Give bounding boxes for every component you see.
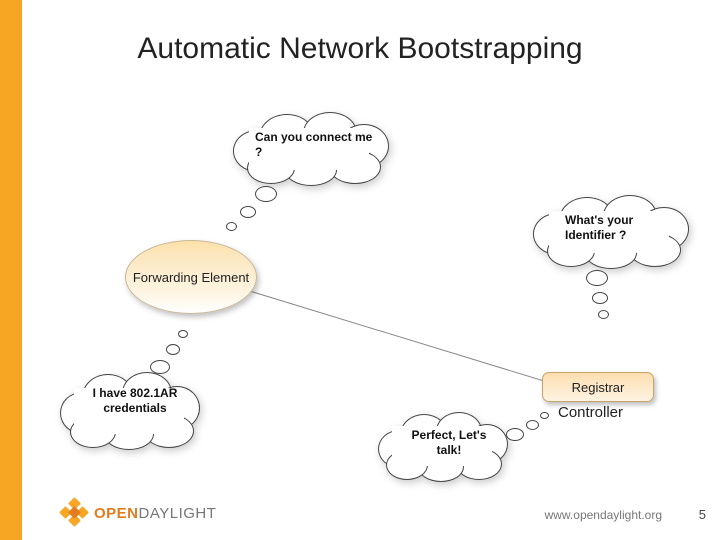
bubble-credentials-tail-1	[150, 360, 170, 374]
bubble-connect-tail-2	[240, 206, 256, 218]
bubble-connect-tail-3	[226, 222, 237, 231]
bubble-credentials-tail-2	[166, 344, 180, 355]
bubble-perfect-tail-2	[526, 420, 539, 430]
logo-mark-icon	[62, 500, 88, 526]
bubble-identifier-tail-2	[592, 292, 608, 304]
bubble-perfect-text: Perfect, Let's talk!	[410, 428, 488, 458]
connection-line	[248, 290, 562, 387]
diagram-stage: Forwarding Element Registrar Controller …	[0, 0, 720, 540]
thought-bubble-connect: Can you connect me ?	[225, 112, 393, 184]
page-number: 5	[699, 507, 706, 522]
bubble-identifier-text: What's your Identifier ?	[565, 213, 675, 243]
footer: OPENDAYLIGHT www.opendaylight.org 5	[0, 494, 720, 540]
forwarding-element-label: Forwarding Element	[133, 270, 249, 285]
footer-url: www.opendaylight.org	[545, 508, 662, 522]
logo-text-daylight: DAYLIGHT	[139, 505, 217, 522]
controller-caption: Controller	[558, 404, 623, 421]
bubble-identifier-tail-3	[598, 310, 609, 319]
thought-bubble-identifier: What's your Identifier ?	[525, 195, 693, 267]
bubble-credentials-text: I have 802.1AR credentials	[92, 386, 178, 416]
logo-text-open: OPEN	[94, 505, 139, 522]
thought-bubble-credentials: I have 802.1AR credentials	[54, 372, 204, 448]
registrar-node: Registrar	[542, 372, 654, 402]
bubble-connect-text: Can you connect me ?	[255, 130, 373, 160]
opendaylight-logo: OPENDAYLIGHT	[62, 500, 216, 526]
bubble-perfect-tail-1	[506, 428, 524, 441]
bubble-connect-tail-1	[255, 186, 277, 202]
forwarding-element-node: Forwarding Element	[125, 240, 257, 314]
thought-bubble-perfect: Perfect, Let's talk!	[372, 412, 512, 480]
registrar-label: Registrar	[572, 380, 625, 395]
bubble-credentials-tail-3	[178, 330, 188, 338]
bubble-perfect-tail-3	[540, 412, 549, 419]
bubble-identifier-tail-1	[586, 270, 608, 286]
